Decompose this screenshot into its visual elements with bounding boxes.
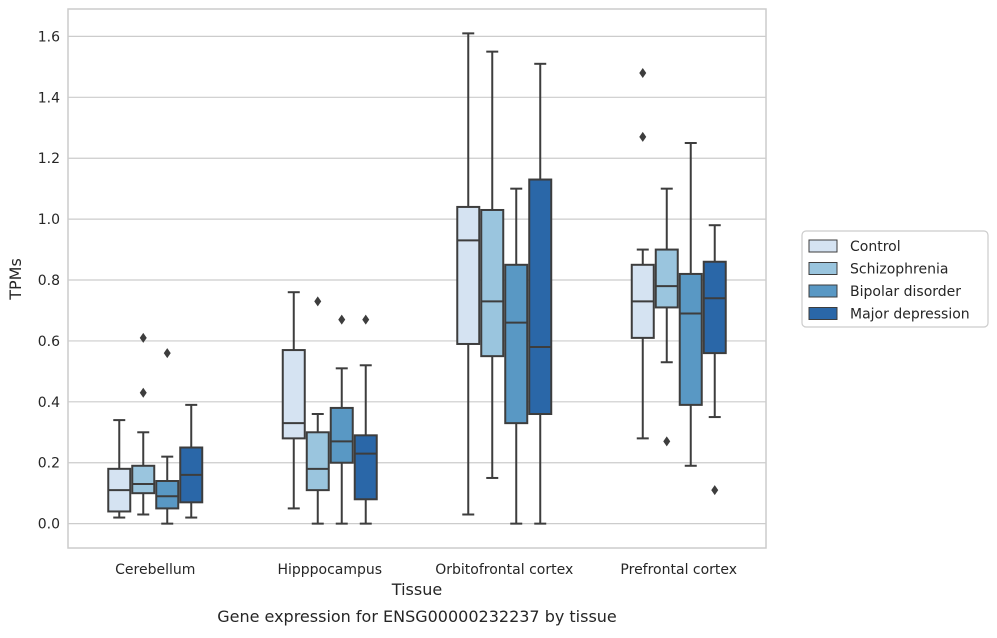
legend-swatch [808,284,838,298]
x-axis-label: Tissue [391,580,442,599]
outlier-point [663,436,671,447]
legend-label: Bipolar disorder [850,284,961,300]
box-bipolar-disorder [329,314,354,525]
box-major-depression [353,314,378,525]
outlier-point [163,348,171,359]
iqr-box [504,263,529,425]
y-tick-label: 0.0 [38,517,60,533]
box-control [630,67,655,440]
x-tick-label: Hipppocampus [277,562,382,578]
box-bipolar-disorder [155,348,180,525]
box-bipolar-disorder [504,187,529,525]
outlier-point [139,387,147,398]
iqr-box [281,349,306,440]
box-schizophrenia [480,50,505,479]
box-control [456,32,481,516]
x-tick-label: Prefrontal cortex [620,562,737,578]
box-control [281,291,306,510]
legend-label: Major depression [850,307,970,323]
outlier-point [362,314,370,325]
iqr-box [131,464,156,495]
iqr-box [456,205,481,345]
legend-label: Control [850,239,901,255]
box-schizophrenia [131,332,156,516]
iqr-box [480,208,505,358]
box-major-depression [528,62,553,525]
iqr-box [678,272,703,406]
y-tick-label: 1.2 [38,151,60,167]
x-tick-label: Cerebellum [115,562,195,578]
y-tick-label: 1.0 [38,212,60,228]
box-plots [107,32,727,525]
outlier-point [639,131,647,142]
iqr-box [528,178,553,416]
box-schizophrenia [654,187,679,447]
box-major-depression [179,403,204,519]
plot-frame [67,8,767,549]
outlier-point [711,485,719,496]
chart-caption: Gene expression for ENSG00000232237 by t… [217,607,617,626]
iqr-box [353,434,378,501]
legend-frame [801,230,989,328]
outlier-point [338,314,346,325]
y-axis-label: TPMs [6,258,25,301]
iqr-box [654,248,679,309]
outlier-point [639,67,647,78]
y-tick-label: 1.6 [38,29,60,45]
legend-swatch [808,239,838,253]
box-schizophrenia [305,296,330,525]
outlier-point [314,296,322,307]
box-major-depression [702,224,727,496]
y-tick-label: 0.6 [38,334,60,350]
y-tick-label: 1.4 [38,90,60,106]
legend-swatch [808,307,838,320]
axes: 0.0 0.2 0.4 0.6 0.8 1.0 1.2 1.4 1.6 Cerebellum Hip… [38,8,767,578]
iqr-box [155,480,180,510]
x-tick-label: Orbitofrontal cortex [435,562,573,578]
legend-swatch [808,262,838,275]
box-bipolar-disorder [678,141,703,467]
legend: Control Schizophrenia Bipolar disorder Majo… [801,230,989,328]
legend-label: Schizophrenia [850,262,948,278]
y-tick-label: 0.4 [38,395,60,411]
y-tick-label: 0.2 [38,456,60,472]
iqr-box [329,406,354,464]
outlier-point [139,332,147,343]
iqr-box [305,431,330,492]
box-control [107,419,132,519]
y-tick-label: 0.8 [38,273,60,289]
iqr-box [702,260,727,355]
